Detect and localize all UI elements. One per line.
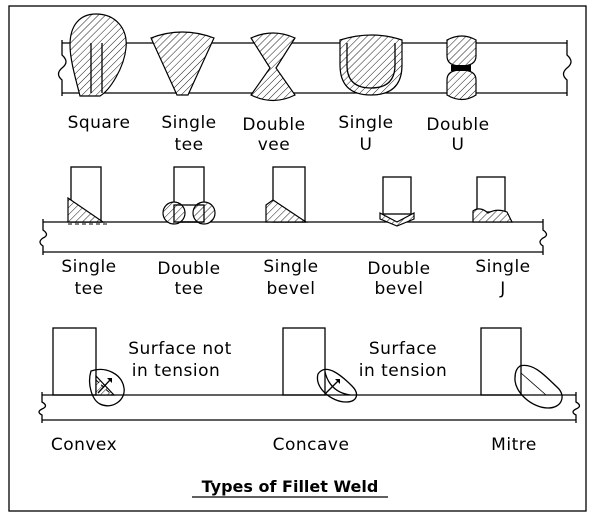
- concave-note-line1: Surface: [369, 339, 437, 359]
- convex-note-line2: in tension: [132, 361, 221, 381]
- tee-label-4-line1: Double: [367, 259, 430, 279]
- tee-label-4-line2: bevel: [375, 279, 424, 299]
- tee-label-3-line1: Single: [263, 257, 318, 277]
- drawing-border: [8, 5, 587, 512]
- convex-note-line1: Surface not: [128, 339, 232, 359]
- butt-label-4-line2: U: [360, 135, 373, 155]
- drawing-title: Types of Fillet Weld: [202, 477, 379, 496]
- butt-weld-row: Square Single tee Double vee Single U Do…: [57, 13, 572, 155]
- double-u-butt-weld: [446, 35, 477, 101]
- butt-label-4-line1: Single: [338, 113, 393, 133]
- double-tee-weld: [162, 166, 216, 225]
- single-bevel-weld: [265, 166, 308, 223]
- fillet-label-concave: Concave: [273, 435, 350, 455]
- butt-label-1-line1: Square: [68, 113, 131, 133]
- fillet-profile-row: Surface not in tension Surface in tensio…: [38, 327, 581, 455]
- tee-label-2-line1: Double: [157, 259, 220, 279]
- tee-label-2-line2: tee: [174, 279, 203, 299]
- tee-weld-row: Single tee Double tee Single bevel Doubl…: [39, 166, 548, 299]
- mitre-fillet-weld: [480, 327, 563, 409]
- double-vee-butt-weld: [250, 32, 296, 102]
- butt-label-3-line1: Double: [242, 115, 305, 135]
- fillet-break-right: [572, 392, 581, 423]
- concave-note-line2: in tension: [359, 361, 448, 381]
- break-line-right: [562, 40, 572, 96]
- square-butt-weld: [69, 13, 127, 97]
- butt-label-2-line2: tee: [174, 135, 203, 155]
- butt-label-3-line2: vee: [258, 135, 290, 155]
- break-line-left: [57, 40, 67, 96]
- tee-label-5-line1: Single: [475, 257, 530, 277]
- fillet-break-left: [38, 392, 47, 423]
- double-bevel-weld: [379, 176, 415, 227]
- tee-break-left: [39, 219, 48, 255]
- butt-label-5-line2: U: [452, 135, 465, 155]
- tee-label-3-line2: bevel: [267, 279, 316, 299]
- single-vee-butt-weld: [150, 31, 215, 96]
- butt-label-5-line1: Double: [426, 115, 489, 135]
- butt-label-2-line1: Single: [161, 113, 216, 133]
- fillet-label-convex: Convex: [51, 435, 117, 455]
- single-tee-weld: [67, 166, 110, 225]
- single-u-butt-weld: [339, 34, 403, 96]
- tee-label-5-line2: J: [499, 279, 506, 299]
- single-j-weld: [472, 176, 513, 223]
- tee-label-1-line2: tee: [74, 279, 103, 299]
- convex-fillet-weld: [52, 327, 125, 407]
- tee-label-1-line1: Single: [61, 257, 116, 277]
- concave-fillet-weld: [282, 327, 358, 403]
- tee-break-right: [539, 219, 548, 255]
- fillet-label-mitre: Mitre: [491, 435, 537, 455]
